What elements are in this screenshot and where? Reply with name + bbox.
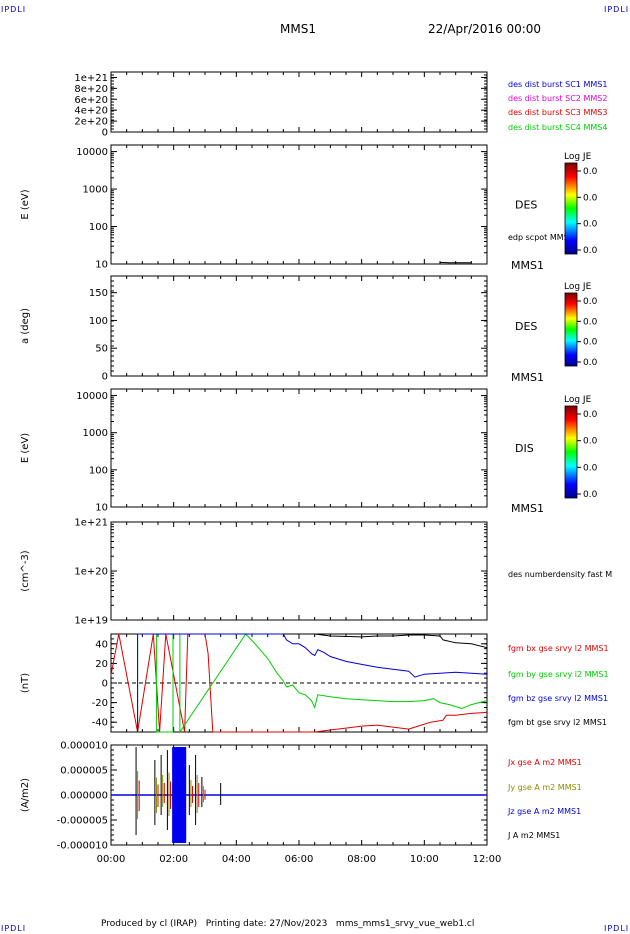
y-tick-label: 0.000010 <box>60 741 108 752</box>
current-blue-burst <box>172 747 187 843</box>
panel-frame <box>110 71 488 133</box>
panel-frame <box>110 521 488 621</box>
corner-label-top-left: IPDLI <box>1 5 27 14</box>
colorbar-value: 0.0 <box>583 297 598 307</box>
y-tick-label: 0.000000 <box>60 791 108 802</box>
time-tick-label: 02:00 <box>159 854 188 865</box>
y-axis-label: a (deg) <box>20 308 31 344</box>
panel-spacecraft-label: MMS1 <box>511 259 544 272</box>
y-tick-label: 1e+19 <box>74 616 108 627</box>
colorbar-value: 0.0 <box>583 167 598 177</box>
panel-spacecraft-label: MMS1 <box>511 502 544 515</box>
colorbar-title: Log JE <box>564 282 592 292</box>
page-title: MMS1 <box>280 22 316 36</box>
y-tick-label: 150 <box>89 288 108 299</box>
y-tick-label: 1e+21 <box>74 518 108 529</box>
time-tick-label: 12:00 <box>473 854 502 865</box>
y-tick-label: 6e+20 <box>74 95 108 106</box>
y-tick-label: 50 <box>95 344 108 355</box>
panel-instrument-label: DIS <box>515 442 534 455</box>
series-legend-label: fgm bz gse srvy l2 MMS1 <box>508 694 608 703</box>
panel-frame <box>110 144 488 265</box>
y-axis-label: E (eV) <box>20 433 31 463</box>
panel-instrument-label: DES <box>515 320 537 333</box>
colorbar-value: 0.0 <box>583 410 598 420</box>
panel-instrument-label: DES <box>515 199 537 212</box>
y-tick-label: 0 <box>102 679 108 690</box>
series-legend-label: Jy gse A m2 MMS1 <box>507 783 582 792</box>
series-legend-label: des dist burst SC1 MMS1 <box>508 80 607 89</box>
colorbar-value: 0.0 <box>583 338 598 348</box>
y-axis-label: (cm^-3) <box>20 550 31 591</box>
y-axis-label: (nT) <box>20 673 31 693</box>
y-tick-label: 10000 <box>76 147 108 158</box>
y-tick-label: 0 <box>102 128 108 139</box>
y-tick-label: 1e+20 <box>74 567 108 578</box>
series-legend-label: des dist burst SC3 MMS3 <box>508 108 607 117</box>
series-line <box>292 633 488 649</box>
y-tick-label: 10000 <box>76 391 108 402</box>
colorbar-value: 0.0 <box>583 193 598 203</box>
series-legend-label: des numberdensity fast M <box>508 570 612 579</box>
y-tick-label: -0.000005 <box>57 816 108 827</box>
colorbar-title: Log JE <box>564 395 592 405</box>
y-tick-label: 10 <box>95 503 108 514</box>
y-tick-label: 0.000005 <box>60 766 108 777</box>
colorbar-value: 0.0 <box>583 463 598 473</box>
colorbar-title: Log JE <box>564 152 592 162</box>
y-tick-label: 10 <box>95 260 108 271</box>
series-legend-label: Jz gse A m2 MMS1 <box>507 807 581 816</box>
panel-spacecraft-label: MMS1 <box>511 371 544 384</box>
panel-frame <box>110 388 488 508</box>
y-tick-label: 1000 <box>83 185 108 196</box>
time-tick-label: 00:00 <box>97 854 126 865</box>
series-legend-label: J A m2 MMS1 <box>507 831 560 840</box>
colorbar <box>564 405 578 499</box>
panel-frame <box>110 275 488 377</box>
y-tick-label: 20 <box>95 659 108 670</box>
corner-label-bottom-left: IPDLI <box>1 924 27 933</box>
y-tick-label: 0 <box>102 372 108 383</box>
colorbar-value: 0.0 <box>583 490 598 500</box>
y-tick-label: 40 <box>95 639 108 650</box>
y-tick-label: 1000 <box>83 428 108 439</box>
colorbar-value: 0.0 <box>583 358 598 368</box>
page-date: 22/Apr/2016 00:00 <box>428 22 542 36</box>
series-legend-label: edp scpot MMS1 <box>508 233 574 242</box>
y-tick-label: -40 <box>92 718 108 729</box>
y-tick-label: 8e+20 <box>74 84 108 95</box>
series-legend-label: fgm by gse srvy l2 MMS1 <box>508 670 609 679</box>
time-tick-label: 10:00 <box>410 854 439 865</box>
colorbar-value: 0.0 <box>583 246 598 256</box>
y-tick-label: 2e+20 <box>74 117 108 128</box>
y-tick-label: -0.000010 <box>57 841 108 852</box>
colorbar <box>564 162 578 255</box>
series-line <box>137 633 488 732</box>
series-legend-label: Jx gse A m2 MMS1 <box>507 758 582 767</box>
footer-credit: Produced by cl (IRAP) Printing date: 27/… <box>101 919 475 929</box>
series-legend-label: des dist burst SC4 MMS4 <box>508 123 607 132</box>
colorbar-value: 0.0 <box>583 437 598 447</box>
time-tick-label: 08:00 <box>347 854 376 865</box>
colorbar-value: 0.0 <box>583 317 598 327</box>
time-tick-label: 06:00 <box>285 854 314 865</box>
y-tick-label: 100 <box>89 465 108 476</box>
corner-label-bottom-right: IPDLI <box>604 924 630 933</box>
series-legend-label: fgm bx gse srvy l2 MMS1 <box>508 644 609 653</box>
y-axis-label: (A/m2) <box>20 778 31 812</box>
corner-label-top-right: IPDLI <box>604 5 630 14</box>
y-tick-label: 100 <box>89 316 108 327</box>
y-tick-label: 100 <box>89 222 108 233</box>
colorbar-value: 0.0 <box>583 220 598 230</box>
y-tick-label: -20 <box>92 698 108 709</box>
y-axis-label: E (eV) <box>20 189 31 219</box>
time-tick-label: 04:00 <box>222 854 251 865</box>
y-tick-label: 4e+20 <box>74 106 108 117</box>
y-tick-label: 1e+21 <box>74 73 108 84</box>
series-legend-label: des dist burst SC2 MMS2 <box>508 94 607 103</box>
colorbar <box>564 292 578 367</box>
series-legend-label: fgm bt gse srvy l2 MMS1 <box>508 718 607 727</box>
